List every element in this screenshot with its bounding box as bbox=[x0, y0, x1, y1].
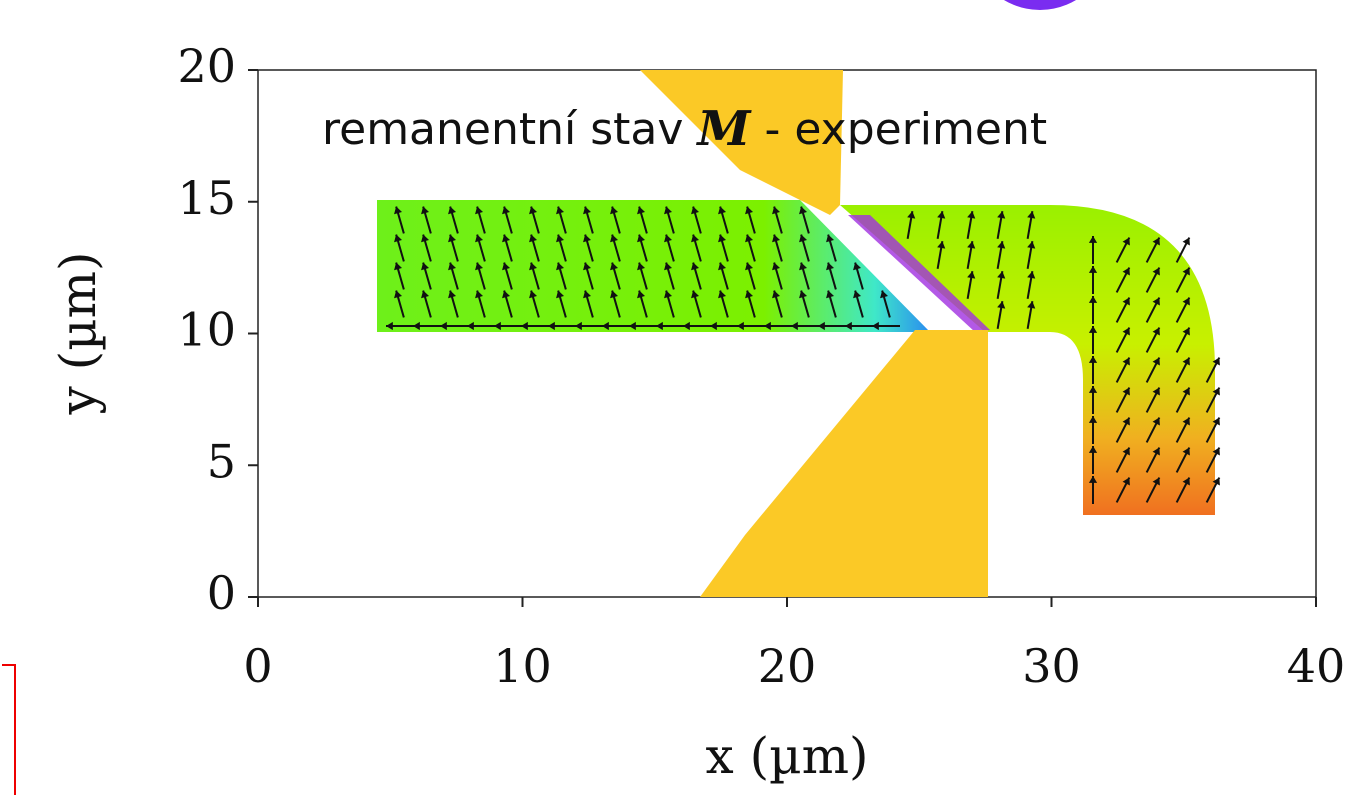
y-tick-label: 20 bbox=[177, 39, 236, 93]
chart: remanentní stav M - experiment x (µm) y … bbox=[0, 0, 1354, 795]
y-tick-label: 10 bbox=[177, 303, 236, 357]
x-tick-label: 30 bbox=[1022, 639, 1081, 693]
frame bbox=[2, 665, 15, 795]
y-tick-label: 0 bbox=[207, 566, 236, 620]
y-tick-label: 5 bbox=[207, 434, 236, 488]
annotation-suffix: - experiment bbox=[751, 104, 1048, 155]
x-tick-label: 40 bbox=[1287, 639, 1346, 693]
x-axis-label: x (µm) bbox=[705, 727, 868, 785]
annotation: remanentní stav M - experiment bbox=[322, 101, 1047, 157]
y-axis-label: y (µm) bbox=[49, 251, 107, 415]
annotation-symbol: M bbox=[695, 101, 752, 157]
color-wheel bbox=[970, 0, 1110, 10]
x-tick-label: 0 bbox=[243, 639, 272, 693]
x-tick-label: 20 bbox=[758, 639, 817, 693]
x-tick-label: 10 bbox=[493, 639, 552, 693]
y-tick-label: 15 bbox=[177, 171, 236, 225]
annotation-text: remanentní stav bbox=[322, 104, 697, 155]
